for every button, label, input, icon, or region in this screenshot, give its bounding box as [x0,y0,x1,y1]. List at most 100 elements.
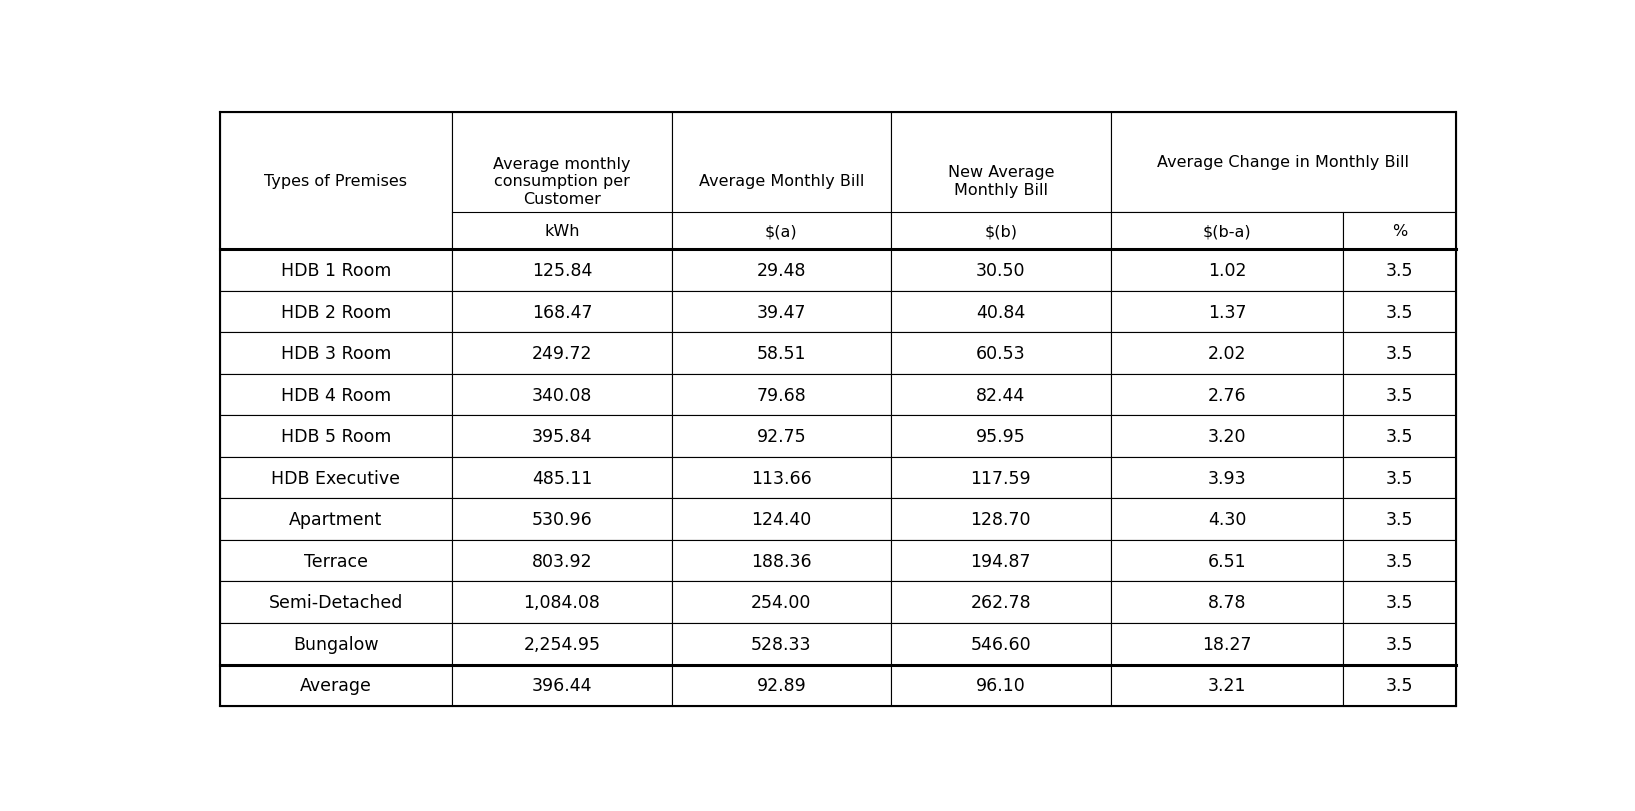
Bar [1110,113,1457,212]
Text: 3.5: 3.5 [1386,303,1414,321]
Text: 803.92: 803.92 [531,552,592,570]
Bar [1110,581,1344,623]
Text: HDB 2 Room: HDB 2 Room [281,303,391,321]
Bar [219,499,453,540]
Text: 254.00: 254.00 [750,594,811,611]
Bar [1344,457,1457,499]
Text: kWh: kWh [544,224,580,238]
Bar [1344,540,1457,581]
Text: 58.51: 58.51 [757,345,806,363]
Text: Bungalow: Bungalow [293,635,379,653]
Text: 3.5: 3.5 [1386,552,1414,570]
Text: 39.47: 39.47 [757,303,806,321]
Text: 530.96: 530.96 [531,511,592,529]
Text: 249.72: 249.72 [531,345,592,363]
Bar [1344,665,1457,706]
Bar [891,375,1110,416]
Text: $(a): $(a) [765,224,798,238]
Bar [1110,250,1344,291]
Bar [672,457,891,499]
Bar [453,333,672,375]
Bar [1110,416,1344,457]
Text: 3.5: 3.5 [1386,676,1414,694]
Text: 8.78: 8.78 [1208,594,1246,611]
Text: Average monthly
consumption per
Customer: Average monthly consumption per Customer [494,157,631,206]
Bar [891,291,1110,333]
Text: 194.87: 194.87 [971,552,1032,570]
Bar [453,375,672,416]
Text: 340.08: 340.08 [531,386,592,404]
Text: New Average
Monthly Bill: New Average Monthly Bill [948,165,1055,198]
Bar [219,457,453,499]
Bar [672,291,891,333]
Text: 4.30: 4.30 [1208,511,1246,529]
Bar [453,250,672,291]
Text: HDB Executive: HDB Executive [271,469,401,487]
Text: HDB 5 Room: HDB 5 Room [281,427,391,445]
Bar [219,113,453,250]
Bar [1110,540,1344,581]
Bar [672,540,891,581]
Bar [672,623,891,665]
Text: 1,084.08: 1,084.08 [523,594,600,611]
Bar [1110,499,1344,540]
Text: HDB 3 Room: HDB 3 Room [281,345,391,363]
Text: 128.70: 128.70 [971,511,1032,529]
Text: 262.78: 262.78 [971,594,1032,611]
Text: 79.68: 79.68 [757,386,806,404]
Bar [1344,375,1457,416]
Text: 2,254.95: 2,254.95 [523,635,600,653]
Text: 82.44: 82.44 [976,386,1025,404]
Bar [453,416,672,457]
Bar [453,665,672,706]
Text: 3.93: 3.93 [1208,469,1246,487]
Bar [672,375,891,416]
Text: 3.5: 3.5 [1386,594,1414,611]
Bar [672,416,891,457]
Bar [453,113,672,250]
Bar [1110,665,1344,706]
Text: 3.5: 3.5 [1386,262,1414,280]
Bar [453,623,672,665]
Text: 96.10: 96.10 [976,676,1025,694]
Text: 113.66: 113.66 [750,469,813,487]
Bar [219,623,453,665]
Text: 3.21: 3.21 [1208,676,1246,694]
Bar [891,581,1110,623]
Bar [672,581,891,623]
Text: 528.33: 528.33 [750,635,811,653]
Text: 124.40: 124.40 [752,511,811,529]
Bar [891,457,1110,499]
Bar [1110,212,1344,250]
Bar [219,291,453,333]
Text: $(b-a): $(b-a) [1203,224,1251,238]
Bar [672,665,891,706]
Text: 168.47: 168.47 [531,303,592,321]
Text: 396.44: 396.44 [531,676,592,694]
Text: Types of Premises: Types of Premises [265,174,407,189]
Bar [453,540,672,581]
Bar [1110,457,1344,499]
Text: 117.59: 117.59 [971,469,1032,487]
Text: HDB 1 Room: HDB 1 Room [281,262,391,280]
Text: 2.02: 2.02 [1208,345,1246,363]
Bar [672,250,891,291]
Text: Average Monthly Bill: Average Monthly Bill [698,174,865,189]
Bar [453,457,672,499]
Bar [219,416,453,457]
Text: Terrace: Terrace [304,552,368,570]
Text: 29.48: 29.48 [757,262,806,280]
Text: 3.5: 3.5 [1386,427,1414,445]
Text: 2.76: 2.76 [1208,386,1246,404]
Bar [1344,623,1457,665]
Text: 188.36: 188.36 [750,552,811,570]
Text: 60.53: 60.53 [976,345,1025,363]
Bar [1344,416,1457,457]
Text: 3.5: 3.5 [1386,469,1414,487]
Text: Apartment: Apartment [289,511,383,529]
Bar [672,333,891,375]
Bar [891,250,1110,291]
Text: $(b): $(b) [984,224,1017,238]
Bar [219,581,453,623]
Text: 3.5: 3.5 [1386,386,1414,404]
